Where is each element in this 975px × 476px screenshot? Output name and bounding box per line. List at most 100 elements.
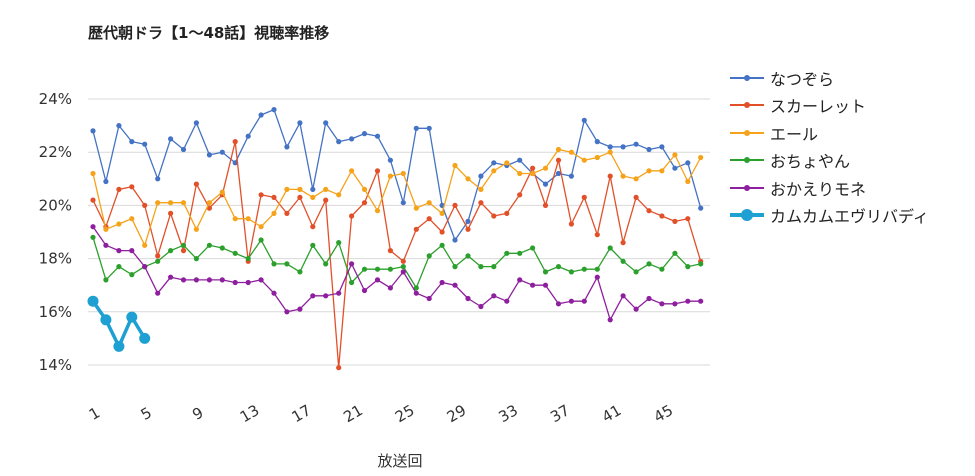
- series-1: [90, 139, 704, 371]
- data-point: [310, 194, 316, 200]
- series-line: [92, 226, 701, 321]
- data-point: [594, 232, 600, 238]
- data-point: [413, 285, 419, 291]
- data-point: [568, 269, 575, 275]
- data-point: [258, 224, 264, 230]
- data-point: [517, 170, 523, 177]
- data-point: [568, 173, 575, 179]
- data-point: [310, 224, 316, 230]
- y-tick-label: 18%: [39, 250, 72, 268]
- data-point: [698, 205, 704, 211]
- data-point: [206, 242, 212, 248]
- data-point: [620, 173, 626, 179]
- data-point: [685, 216, 691, 222]
- data-point: [646, 261, 652, 267]
- data-point: [542, 165, 549, 171]
- data-point: [568, 298, 575, 304]
- data-point: [168, 200, 174, 206]
- data-point: [478, 186, 484, 192]
- data-point: [465, 176, 471, 182]
- data-point: [129, 272, 135, 278]
- y-tick-label: 20%: [39, 196, 72, 214]
- data-point: [387, 157, 393, 163]
- data-point: [465, 295, 471, 302]
- legend-swatch: [730, 68, 764, 88]
- data-point: [139, 332, 151, 344]
- data-point: [685, 264, 691, 270]
- data-point: [258, 277, 264, 283]
- data-point: [452, 237, 458, 243]
- data-point: [336, 139, 342, 145]
- data-point: [530, 282, 536, 288]
- legend-swatch: [730, 123, 764, 143]
- data-point: [672, 218, 678, 224]
- data-point: [530, 245, 536, 251]
- legend-swatch: [730, 95, 764, 115]
- data-point: [129, 139, 135, 145]
- data-point: [271, 290, 277, 296]
- data-point: [168, 274, 174, 280]
- y-axis-ticks: 14% 16% 18% 20% 22% 24%: [39, 90, 72, 374]
- data-point: [116, 186, 122, 192]
- data-point: [129, 248, 135, 254]
- data-point: [336, 290, 342, 296]
- data-point: [568, 221, 575, 227]
- x-tick-label: 21: [340, 401, 366, 426]
- data-point: [349, 279, 355, 286]
- data-point: [517, 250, 523, 256]
- data-point: [698, 154, 704, 161]
- data-point: [168, 210, 174, 216]
- data-point: [646, 168, 652, 174]
- data-point: [245, 216, 251, 222]
- data-point: [568, 149, 575, 155]
- legend-swatch: [730, 205, 764, 225]
- y-tick-label: 16%: [39, 303, 72, 321]
- legend-item: おかえりモネ: [730, 174, 929, 202]
- data-point: [672, 152, 678, 158]
- data-point: [142, 264, 148, 270]
- data-point: [142, 202, 148, 208]
- data-point: [113, 340, 125, 352]
- data-point: [297, 186, 303, 192]
- data-point: [271, 194, 277, 200]
- legend-label: エール: [770, 124, 819, 144]
- data-point: [607, 149, 613, 155]
- legend-item: スカーレット: [730, 92, 929, 120]
- data-point: [361, 287, 368, 294]
- series-line: [92, 148, 702, 246]
- data-point: [245, 279, 251, 286]
- data-point: [646, 146, 652, 153]
- data-point: [517, 192, 523, 198]
- data-point: [620, 293, 626, 299]
- data-point: [633, 141, 639, 147]
- series-5: [87, 295, 151, 352]
- data-point: [284, 186, 290, 192]
- data-point: [439, 242, 445, 248]
- data-point: [607, 317, 613, 323]
- data-point: [323, 120, 329, 126]
- series-4: [90, 224, 704, 323]
- data-point: [478, 200, 484, 206]
- data-point: [323, 293, 329, 299]
- data-point: [297, 120, 303, 126]
- gridlines: [88, 98, 710, 366]
- legend-item: なつぞら: [730, 64, 929, 92]
- data-point: [465, 218, 471, 224]
- series-2: [90, 146, 704, 248]
- data-point: [400, 264, 406, 270]
- data-point: [193, 181, 199, 187]
- data-point: [258, 192, 264, 198]
- data-point: [245, 133, 251, 139]
- data-point: [374, 266, 381, 272]
- data-point: [659, 144, 665, 150]
- legend-item: おちょやん: [730, 147, 929, 175]
- data-point: [594, 266, 600, 272]
- data-point: [504, 298, 510, 304]
- data-point: [323, 186, 329, 192]
- data-point: [594, 139, 600, 145]
- data-point: [374, 277, 381, 283]
- data-point: [581, 157, 587, 163]
- data-point: [142, 242, 148, 248]
- data-point: [116, 123, 122, 129]
